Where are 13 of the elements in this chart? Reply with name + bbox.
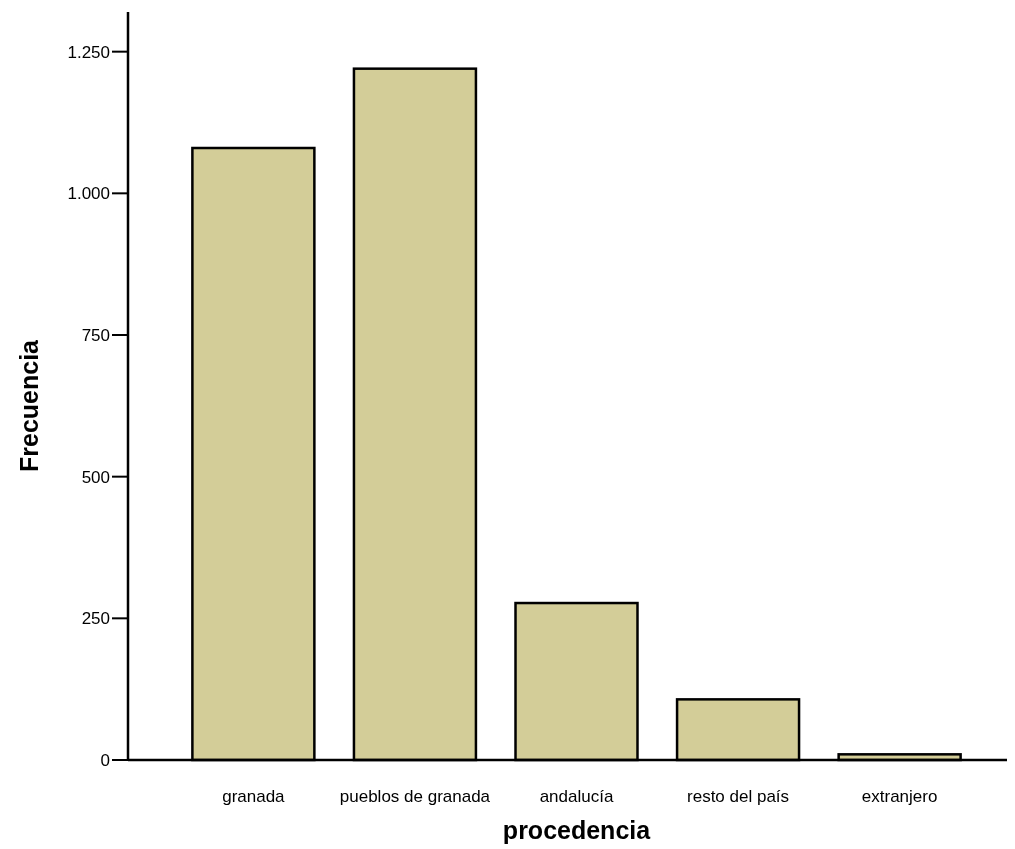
x-axis-title: procedencia — [502, 816, 652, 844]
y-axis-title: Frecuencia — [15, 338, 43, 473]
y-tick-label: 750 — [81, 325, 110, 345]
y-tick-label: 500 — [81, 467, 110, 487]
x-tick-label: resto del país — [687, 787, 790, 806]
x-tick-label: granada — [222, 787, 286, 806]
x-tick-label: andalucía — [539, 787, 614, 806]
y-tick-label: 1.250 — [67, 42, 110, 62]
y-tick-label: 0 — [100, 750, 110, 770]
x-tick-label: pueblos de granada — [339, 787, 491, 806]
y-tick-label: 250 — [81, 609, 110, 629]
x-tick-label: extranjero — [861, 787, 938, 806]
y-tick-label: 1.000 — [67, 184, 110, 204]
